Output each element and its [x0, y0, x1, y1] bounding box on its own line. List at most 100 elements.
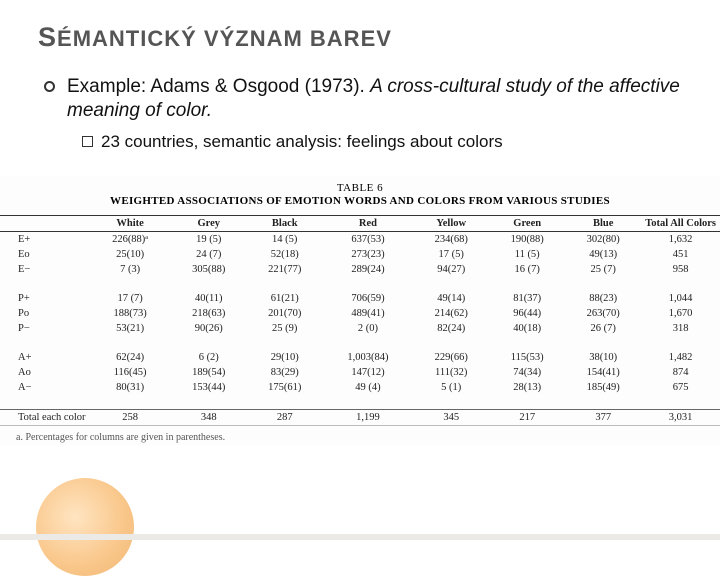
table-cell: P−: [0, 321, 89, 336]
sub-bullet-row: 23 countries, semantic analysis: feeling…: [82, 132, 682, 152]
table-cell: 116(45): [89, 365, 170, 380]
circle-bullet-icon: [44, 81, 55, 92]
table-cell: 83(29): [247, 365, 323, 380]
table-cell: 94(27): [413, 262, 489, 277]
table-row: P−53(21)90(26)25 (9)2 (0)82(24)40(18)26 …: [0, 321, 720, 336]
table-cell: 17 (5): [413, 247, 489, 262]
table-cell: 1,044: [641, 291, 720, 306]
table-footnote: a. Percentages for columns are given in …: [0, 425, 720, 445]
sub-point-text: 23 countries, semantic analysis: feeling…: [101, 132, 503, 152]
table-row: E−7 (3)305(88)221(77)289(24)94(27)16 (7)…: [0, 262, 720, 277]
table-body: E+226(88)ᵃ19 (5)14 (5)637(53)234(68)190(…: [0, 232, 720, 425]
example-prefix: Example: Adams & Osgood (1973).: [67, 76, 370, 97]
table-cell: 5 (1): [413, 380, 489, 395]
table-cell: 188(73): [89, 306, 170, 321]
table-cell: 377: [565, 410, 641, 425]
table-cell: 706(59): [323, 291, 413, 306]
table-cell: 675: [641, 380, 720, 395]
table-cell: 62(24): [89, 350, 170, 365]
table-cell: 263(70): [565, 306, 641, 321]
table-cell: Eo: [0, 247, 89, 262]
table-cell: 1,632: [641, 232, 720, 247]
table-cell: 74(34): [489, 365, 565, 380]
table-cell: 90(26): [171, 321, 247, 336]
slide: SÉMANTICKÝ VÝZNAM BAREV Example: Adams &…: [0, 0, 720, 540]
table-cell: 1,670: [641, 306, 720, 321]
title-first-letter: S: [38, 22, 57, 52]
table-cell: 489(41): [323, 306, 413, 321]
table-cell: 11 (5): [489, 247, 565, 262]
table-cell: 49 (4): [323, 380, 413, 395]
table-cell: 153(44): [171, 380, 247, 395]
table-cell: 874: [641, 365, 720, 380]
table-cell: 38(10): [565, 350, 641, 365]
table-cell: 29(10): [247, 350, 323, 365]
table-cell: 185(49): [565, 380, 641, 395]
table-cell: 201(70): [247, 306, 323, 321]
table-cell: Ao: [0, 365, 89, 380]
table-row: E+226(88)ᵃ19 (5)14 (5)637(53)234(68)190(…: [0, 232, 720, 247]
table-head: WhiteGreyBlackRedYellowGreenBlueTotal Al…: [0, 216, 720, 233]
table-cell: 40(11): [171, 291, 247, 306]
table-cell: 26 (7): [565, 321, 641, 336]
table-cell: 25 (9): [247, 321, 323, 336]
table-cell: 214(62): [413, 306, 489, 321]
table-cell: 147(12): [323, 365, 413, 380]
table-header-cell: Black: [247, 216, 323, 232]
table-cell: 6 (2): [171, 350, 247, 365]
table-header-cell: Yellow: [413, 216, 489, 232]
table-cell: 305(88): [171, 262, 247, 277]
table-cell: 1,482: [641, 350, 720, 365]
table-header-cell: [0, 216, 89, 232]
table-cell: 96(44): [489, 306, 565, 321]
table-header-cell: Total All Colors: [641, 216, 720, 232]
table-row: Total each color2583482871,1993452173773…: [0, 410, 720, 425]
table-cell: 318: [641, 321, 720, 336]
table-cell: 217: [489, 410, 565, 425]
table-cell: 229(66): [413, 350, 489, 365]
table-cell: 348: [171, 410, 247, 425]
table-cell: 82(24): [413, 321, 489, 336]
table-cell: 28(13): [489, 380, 565, 395]
table-cell: 2 (0): [323, 321, 413, 336]
table-cell: 302(80): [565, 232, 641, 247]
table-header-cell: Red: [323, 216, 413, 232]
table-cell: 25 (7): [565, 262, 641, 277]
slide-title: SÉMANTICKÝ VÝZNAM BAREV: [38, 22, 682, 53]
table-cell: E−: [0, 262, 89, 277]
table-cell: 234(68): [413, 232, 489, 247]
table-cell: 189(54): [171, 365, 247, 380]
bottom-bar: [0, 534, 720, 540]
table-row: A+62(24)6 (2)29(10)1,003(84)229(66)115(5…: [0, 350, 720, 365]
table-cell: 25(10): [89, 247, 170, 262]
table-row: P+17 (7)40(11)61(21)706(59)49(14)81(37)8…: [0, 291, 720, 306]
table-row: Ao116(45)189(54)83(29)147(12)111(32)74(3…: [0, 365, 720, 380]
table-cell: 115(53): [489, 350, 565, 365]
table-cell: 218(63): [171, 306, 247, 321]
table-cell: A−: [0, 380, 89, 395]
table-header-cell: Grey: [171, 216, 247, 232]
table-cell: Po: [0, 306, 89, 321]
table-cell: 451: [641, 247, 720, 262]
table-cell: 16 (7): [489, 262, 565, 277]
decorative-circle-icon: [36, 478, 134, 576]
table-cell: 345: [413, 410, 489, 425]
table-cell: 287: [247, 410, 323, 425]
table-cell: 17 (7): [89, 291, 170, 306]
table-row: A−80(31)153(44)175(61)49 (4)5 (1)28(13)1…: [0, 380, 720, 395]
table-cell: 24 (7): [171, 247, 247, 262]
table-cell: 1,199: [323, 410, 413, 425]
table-cell: 273(23): [323, 247, 413, 262]
table-cell: 226(88)ᵃ: [89, 232, 170, 247]
table-cell: 1,003(84): [323, 350, 413, 365]
table-header-cell: Green: [489, 216, 565, 232]
table-cell: 81(37): [489, 291, 565, 306]
table-cell: 221(77): [247, 262, 323, 277]
table-cell: P+: [0, 291, 89, 306]
table-row: Po188(73)218(63)201(70)489(41)214(62)96(…: [0, 306, 720, 321]
table-title: WEIGHTED ASSOCIATIONS OF EMOTION WORDS A…: [0, 195, 720, 215]
table-cell: 289(24): [323, 262, 413, 277]
table-cell: 258: [89, 410, 170, 425]
table-cell: 958: [641, 262, 720, 277]
table-cell: 190(88): [489, 232, 565, 247]
